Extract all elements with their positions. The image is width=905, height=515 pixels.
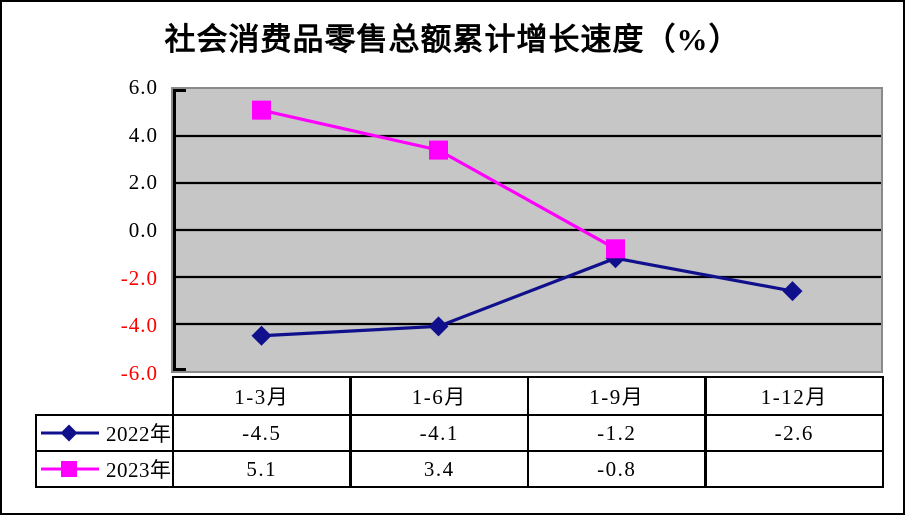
value-cell: -4.5 xyxy=(242,420,282,445)
y-axis-tick-label: -6.0 xyxy=(120,361,158,385)
plot-area xyxy=(171,87,883,373)
value-cell: -2.6 xyxy=(774,420,814,445)
series-plot xyxy=(173,89,881,371)
y-axis-tick-label: 0.0 xyxy=(128,218,158,242)
square-marker xyxy=(429,140,448,160)
table-border-line xyxy=(881,375,885,489)
table-border-line xyxy=(704,375,707,489)
table-border-line xyxy=(349,375,352,489)
chart-title: 社会消费品零售总额累计增长速度（%） xyxy=(164,22,741,57)
legend-key-diamond-icon xyxy=(41,424,99,442)
value-cell: -0.8 xyxy=(597,456,637,481)
category-header-cell: 1-12月 xyxy=(760,385,828,409)
y-axis-tick-label: 2.0 xyxy=(128,170,158,195)
y-axis-tick-label: 6.0 xyxy=(128,75,158,99)
y-axis-tick-label: 4.0 xyxy=(128,122,158,147)
value-cell: -1.2 xyxy=(597,420,637,445)
category-header-cell: 1-9月 xyxy=(589,385,645,409)
series-line-2022年 xyxy=(261,256,793,338)
table-border-line xyxy=(34,485,885,489)
diamond-marker xyxy=(782,281,803,302)
table-border-line xyxy=(526,375,530,489)
value-cell: 3.4 xyxy=(423,456,455,481)
square-marker xyxy=(252,100,271,120)
y-axis-tick-label: -4.0 xyxy=(120,313,158,338)
category-header-cell: 1-3月 xyxy=(234,385,290,409)
legend-label: 2022年 xyxy=(106,422,172,446)
legend-cell: 2022年 xyxy=(36,415,173,451)
table-border-line xyxy=(34,413,885,417)
table-border-line xyxy=(34,413,38,489)
legend-cell: 2023年 xyxy=(36,451,173,487)
series-line-2023年 xyxy=(261,108,617,251)
legend-key-square-icon xyxy=(41,461,99,477)
diamond-marker xyxy=(428,316,449,337)
value-cell xyxy=(706,451,884,487)
data-table: 1-3月 1-6月 1-9月 1-12月 2022年 -4.5 -4.1 -1.2 -2.6 20… xyxy=(34,375,888,493)
table-border-line xyxy=(171,375,175,489)
y-axis-labels: 6.0 4.0 2.0 0.0 -2.0 -4.0 -6.0 xyxy=(58,2,158,513)
y-axis-tick-label: -2.0 xyxy=(120,265,158,290)
diamond-marker xyxy=(251,325,272,346)
legend-label: 2023年 xyxy=(106,458,172,482)
value-cell: 5.1 xyxy=(246,456,278,481)
square-marker xyxy=(606,239,625,259)
category-header-cell: 1-6月 xyxy=(411,385,467,409)
table-border-line xyxy=(34,449,885,453)
value-cell: -4.1 xyxy=(419,420,459,445)
